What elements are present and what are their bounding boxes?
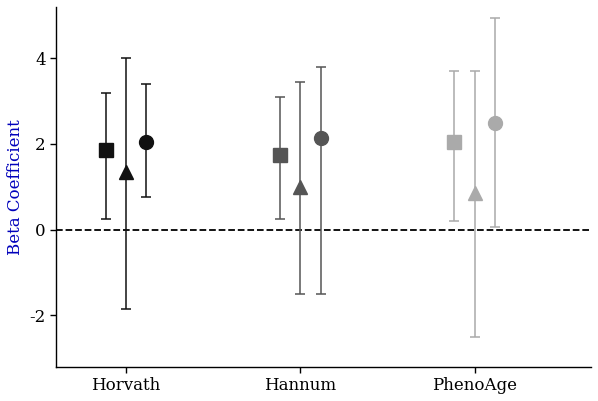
Y-axis label: Beta Coefficient: Beta Coefficient	[7, 119, 24, 255]
